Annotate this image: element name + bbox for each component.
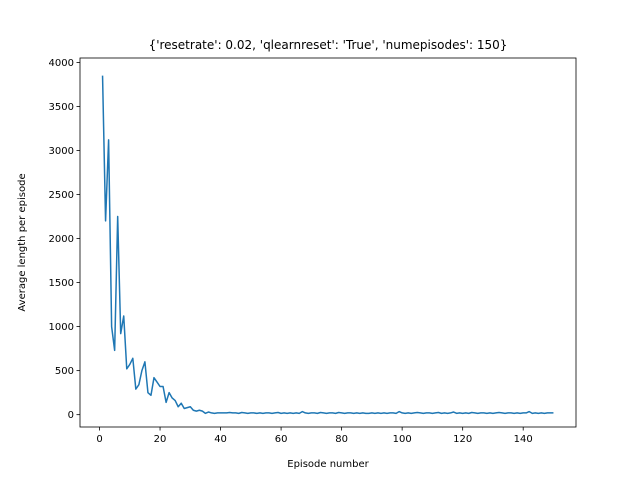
x-tick-label: 140 — [514, 434, 533, 445]
y-axis: 0 500 1000 1500 2000 2500 3000 3500 4000 — [49, 58, 80, 421]
plot-area — [79, 57, 577, 428]
y-tick-label: 3000 — [49, 146, 74, 157]
y-tick-label: 1000 — [49, 322, 74, 333]
series-line — [101, 75, 554, 415]
x-tick-label: 100 — [393, 434, 412, 445]
chart-title: {'resetrate': 0.02, 'qlearnreset': 'True… — [149, 38, 508, 52]
y-tick-label: 2000 — [49, 234, 74, 245]
x-tick-label: 40 — [214, 434, 227, 445]
x-axis-label: Episode number — [287, 459, 369, 470]
y-tick-label: 0 — [68, 410, 74, 421]
x-tick-label: 120 — [453, 434, 472, 445]
y-tick-label: 500 — [55, 366, 74, 377]
x-axis: 0 20 40 60 80 100 120 140 — [96, 427, 533, 445]
y-tick-label: 2500 — [49, 190, 74, 201]
y-tick-label: 3500 — [49, 102, 74, 113]
x-tick-label: 20 — [154, 434, 167, 445]
y-tick-label: 1500 — [49, 278, 74, 289]
x-tick-label: 60 — [275, 434, 288, 445]
x-tick-label: 0 — [96, 434, 102, 445]
x-tick-label: 80 — [335, 434, 348, 445]
y-axis-label: Average length per episode — [17, 173, 28, 311]
y-tick-label: 4000 — [49, 58, 74, 69]
